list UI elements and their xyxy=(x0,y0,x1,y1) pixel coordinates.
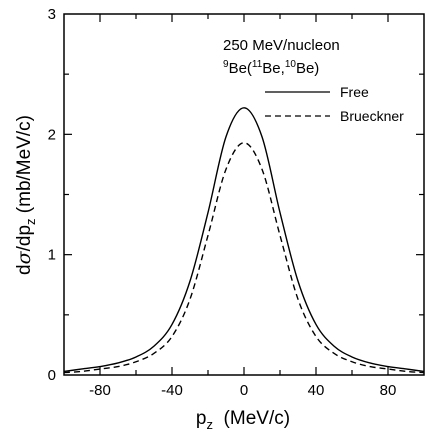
x-axis-title-sub: z xyxy=(207,417,214,432)
x-tick-label: 0 xyxy=(240,382,248,399)
x-tick-label: 40 xyxy=(308,382,325,399)
annotation-reaction: 9Be(11Be,10Be) xyxy=(223,59,319,77)
x-tick-label: 80 xyxy=(380,382,397,399)
y-tick-labels: 0 1 2 3 xyxy=(48,6,56,384)
x-axis-title-main: p xyxy=(196,408,207,429)
legend-label-free: Free xyxy=(340,84,369,100)
annotation-sup-10: 10 xyxy=(285,59,297,70)
annotation-part-b: Be, xyxy=(262,60,285,77)
x-axis-title-rest: (MeV/c) xyxy=(213,408,290,429)
x-axis-title: pz (MeV/c) xyxy=(196,408,290,432)
y-axis-title-rest: (mb/MeV/c) xyxy=(14,115,35,218)
y-tick-label: 1 xyxy=(48,247,56,264)
annotation-sup-11: 11 xyxy=(252,59,263,70)
x-tick-labels: -80 -40 0 40 80 xyxy=(89,382,396,399)
x-tick-label: -40 xyxy=(161,382,183,399)
x-tick-label: -80 xyxy=(89,382,111,399)
y-axis-title-slash: /dp xyxy=(14,225,35,251)
tick-marks xyxy=(64,14,424,375)
y-axis-title-sigma: σ xyxy=(13,250,35,264)
series-line-brueckner xyxy=(63,142,425,374)
y-tick-label: 3 xyxy=(48,6,56,23)
plot-frame xyxy=(63,13,425,376)
annotation-energy: 250 MeV/nucleon xyxy=(223,37,340,54)
y-axis-title-sub: z xyxy=(23,218,38,225)
y-tick-label: 2 xyxy=(48,126,56,143)
annotation-part-c: Be) xyxy=(296,60,319,77)
series-line-free xyxy=(63,107,425,373)
annotation-sup-9: 9 xyxy=(223,59,229,70)
y-axis-title-d: d xyxy=(14,264,35,275)
data-curves xyxy=(63,107,425,374)
legend-label-brueckner: Brueckner xyxy=(340,108,404,124)
y-axis-title: dσ/dpz (mb/MeV/c) xyxy=(13,115,38,275)
annotation-part-a: Be( xyxy=(229,60,252,77)
y-tick-label: 0 xyxy=(48,367,56,384)
